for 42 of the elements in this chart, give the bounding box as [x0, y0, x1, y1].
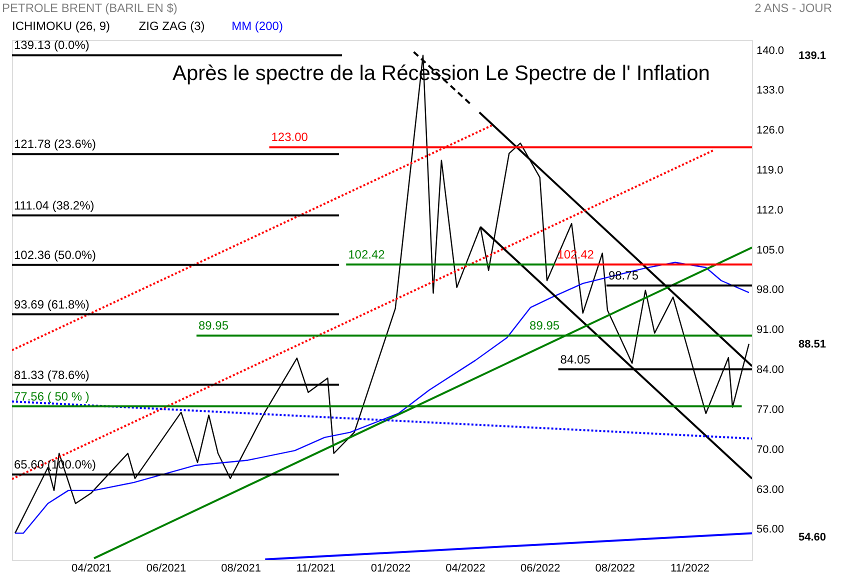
series-label: 84.05 [560, 352, 591, 366]
x-tick-label: 11/2022 [670, 562, 710, 574]
text: PETROLE BRENT (BARIL EN $) [2, 1, 178, 15]
series-label: 93.69 (61.8%) [14, 297, 90, 312]
y-tick-label: 91.00 [756, 324, 784, 336]
series-label: 81.33 (78.6%) [14, 368, 90, 382]
y-tick-label: 119.0 [756, 164, 784, 176]
y-tick-label: 112.0 [756, 204, 784, 216]
y-tick-label: 84.00 [756, 364, 784, 376]
x-tick-label: 08/2021 [221, 562, 261, 574]
x-tick-label: 04/2021 [72, 562, 112, 574]
y-tick-label: 140.0 [756, 44, 784, 57]
y-tick-label: 98.00 [756, 284, 784, 296]
x-tick-label: 06/2021 [146, 562, 186, 574]
annotation: 89.95 [530, 318, 560, 333]
series-label: 123.00 [271, 130, 308, 144]
series-label: 139.13 (0.0%) [14, 38, 90, 52]
y-tick-label: 56.00 [756, 524, 784, 536]
y2-tick-label: 88.51 [798, 338, 826, 350]
series-label: 89.95 [198, 318, 229, 333]
y-tick-label: 105.0 [756, 244, 784, 256]
text: ZIG ZAG (3) [138, 19, 205, 33]
x-tick-label: 04/2022 [446, 562, 486, 574]
series-label: 111.04 (38.2%) [14, 198, 94, 212]
series-label: 121.78 (23.6%) [14, 137, 96, 152]
series-label: 77.56 ( 50 % ) [14, 389, 90, 404]
y-tick-label: 126.0 [756, 124, 784, 137]
series-label: 102.36 (50.0%) [14, 248, 96, 262]
x-tick-label: 11/2021 [296, 562, 336, 574]
y-tick-label: 133.0 [756, 84, 784, 97]
text: ICHIMOKU (26, 9) [12, 19, 110, 33]
x-tick-label: 06/2022 [520, 562, 560, 574]
y-tick-label: 63.00 [756, 484, 784, 496]
x-tick-label: 01/2022 [370, 562, 411, 574]
x-tick-label: 08/2022 [595, 562, 636, 574]
y-tick-label: 77.00 [756, 404, 784, 416]
y2-tick-label: 54.60 [798, 532, 826, 544]
text: 2 ANS - JOUR [754, 1, 832, 15]
series-label: 102.42 [348, 248, 386, 262]
y2-tick-label: 139.1 [798, 50, 826, 62]
text: MM (200) [232, 19, 283, 33]
y-tick-label: 70.00 [756, 444, 784, 456]
